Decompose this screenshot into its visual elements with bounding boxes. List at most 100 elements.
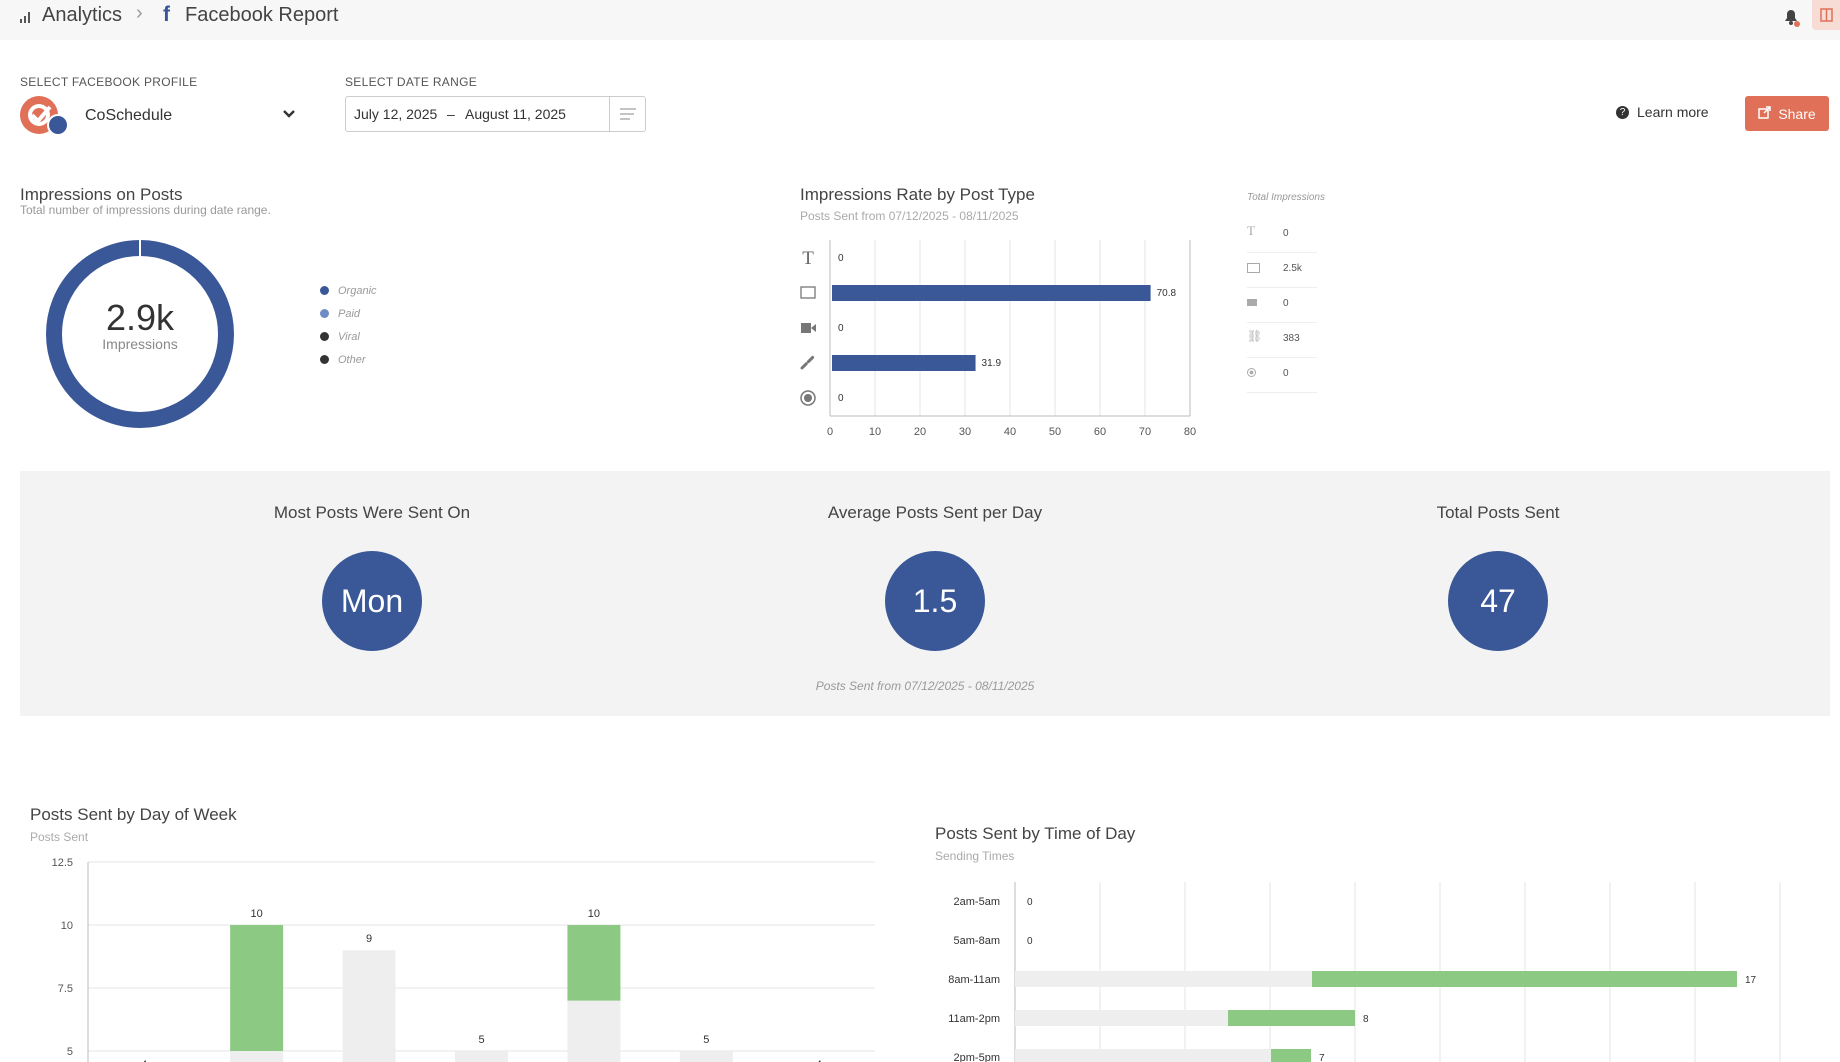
time-row-label: 5am-8am — [954, 935, 1000, 947]
day-bar-label: 5 — [478, 1034, 484, 1046]
day-bar-label: 9 — [366, 933, 372, 945]
video-type-icon — [1247, 299, 1257, 306]
legend-item: Other — [320, 354, 377, 366]
date-separator: – — [447, 106, 455, 122]
time-row-label: 2pm-5pm — [954, 1052, 1000, 1062]
time-bar-label: 0 — [1027, 897, 1033, 908]
impressions-card-title: Impressions on Posts — [20, 185, 183, 204]
time-bar-label: 17 — [1745, 975, 1757, 986]
time-of-day-title: Posts Sent by Time of Day — [935, 824, 1136, 843]
question-circle-icon: ? — [1616, 105, 1629, 119]
day-bar-label: 10 — [588, 908, 600, 920]
total-impressions-label: Total Impressions — [1247, 192, 1325, 203]
share-icon — [1758, 105, 1772, 122]
date-range-input[interactable]: July 12, 2025 – August 11, 2025 — [345, 96, 646, 132]
chevron-down-icon — [282, 107, 296, 119]
avg-posts-title: Average Posts Sent per Day — [827, 503, 1043, 522]
circle-type-icon — [800, 390, 816, 406]
time-bar — [1228, 1010, 1355, 1026]
share-button[interactable]: Share — [1745, 96, 1829, 131]
image-type-icon — [1247, 263, 1260, 273]
rate-card-subtitle: Posts Sent from 07/12/2025 - 08/11/2025 — [800, 209, 1019, 223]
time-row-label: 11am-2pm — [948, 1013, 1000, 1025]
x-tick-label: 0 — [827, 426, 833, 438]
filter-lines-icon[interactable] — [609, 97, 646, 131]
profile-label: SELECT FACEBOOK PROFILE — [20, 75, 198, 89]
analytics-icon — [20, 10, 32, 24]
time-bar — [1271, 1049, 1311, 1062]
time-bar-label: 0 — [1027, 936, 1033, 947]
impressions-total-label: Impressions — [102, 336, 178, 352]
time-bar-base — [1015, 1049, 1271, 1062]
total-row: ⛓ 383 — [1247, 323, 1317, 358]
day-bar-base — [455, 1051, 508, 1062]
legend-item: Organic — [320, 285, 377, 297]
legend-item: Viral — [320, 331, 377, 343]
day-bar — [567, 925, 621, 1001]
time-bar — [1312, 971, 1737, 987]
date-range-label: SELECT DATE RANGE — [345, 75, 478, 89]
top-bar — [0, 0, 1840, 40]
total-posts-title: Total Posts Sent — [1436, 503, 1560, 522]
y-tick-label: 7.5 — [58, 983, 73, 995]
chevron-right-icon: › — [136, 2, 143, 24]
day-of-week-chart: 12.5 10 7.5 5 4 10 9 5 10 5 4 — [52, 857, 875, 1062]
rate-chart: 0 10 20 30 40 50 60 70 80 T 0 70.8 0 31.9 0 — [800, 240, 1196, 438]
rate-card-title: Impressions Rate by Post Type — [800, 185, 1035, 204]
avg-posts-value: 1.5 — [885, 551, 985, 651]
time-row-label: 2am-5am — [954, 896, 1000, 908]
rate-bar-label: 70.8 — [1157, 288, 1177, 299]
impressions-legend: Organic Paid Viral Other — [320, 285, 377, 366]
legend-item: Paid — [320, 308, 377, 320]
day-bar — [342, 950, 396, 1062]
circle-type-icon — [1247, 368, 1256, 377]
help-book-icon[interactable] — [1812, 0, 1840, 30]
learn-more-label: Learn more — [1637, 104, 1709, 120]
time-bar-base — [1015, 971, 1312, 987]
most-posts-title: Most Posts Were Sent On — [273, 503, 471, 522]
impressions-donut — [44, 238, 236, 430]
learn-more-link[interactable]: ? Learn more — [1616, 104, 1709, 120]
breadcrumb-facebook-report: Facebook Report — [185, 4, 339, 26]
stats-footnote: Posts Sent from 07/12/2025 - 08/11/2025 — [815, 679, 1035, 693]
bell-icon[interactable] — [1781, 7, 1801, 27]
x-tick-label: 20 — [914, 426, 926, 438]
video-lens — [811, 324, 816, 332]
video-type-icon — [801, 323, 811, 333]
text-type-icon: T — [802, 248, 814, 269]
y-tick-label: 10 — [61, 920, 73, 932]
rate-bar-label: 31.9 — [982, 358, 1002, 369]
facebook-icon: f — [163, 3, 170, 26]
y-tick-label: 12.5 — [52, 857, 73, 869]
time-bar-label: 7 — [1319, 1053, 1325, 1062]
date-start: July 12, 2025 — [354, 106, 438, 122]
total-row: 0 — [1247, 358, 1317, 393]
impressions-total: 2.9k — [105, 297, 175, 338]
time-of-day-chart: 2am-5am 0 5am-8am 0 8am-11am 17 11am-2pm 8 2pm-5… — [948, 882, 1781, 1062]
impressions-card-subtitle: Total number of impressions during date … — [20, 203, 271, 217]
x-tick-label: 40 — [1004, 426, 1016, 438]
share-label: Share — [1778, 105, 1816, 122]
x-tick-label: 50 — [1049, 426, 1061, 438]
rate-bar-label: 0 — [838, 323, 844, 334]
circle-dot — [804, 394, 812, 402]
rate-bar — [832, 285, 1151, 301]
x-tick-label: 10 — [869, 426, 881, 438]
profile-dropdown[interactable]: CoSchedule — [20, 95, 302, 137]
total-row: 0 — [1247, 288, 1317, 323]
breadcrumb-analytics[interactable]: Analytics — [42, 4, 123, 26]
day-of-week-title: Posts Sent by Day of Week — [30, 805, 237, 824]
x-tick-label: 80 — [1184, 426, 1196, 438]
time-bar-base — [1015, 1010, 1228, 1026]
image-type-icon — [800, 286, 816, 299]
total-row: 2.5k — [1247, 253, 1317, 288]
rate-bar-label: 0 — [838, 393, 844, 404]
x-tick-label: 60 — [1094, 426, 1106, 438]
day-bar-base — [230, 1051, 284, 1062]
coschedule-avatar — [20, 95, 69, 137]
time-bar-label: 8 — [1363, 1014, 1369, 1025]
day-bar-label: 5 — [703, 1034, 709, 1046]
date-end: August 11, 2025 — [465, 106, 566, 122]
day-bar-base — [567, 1000, 621, 1062]
